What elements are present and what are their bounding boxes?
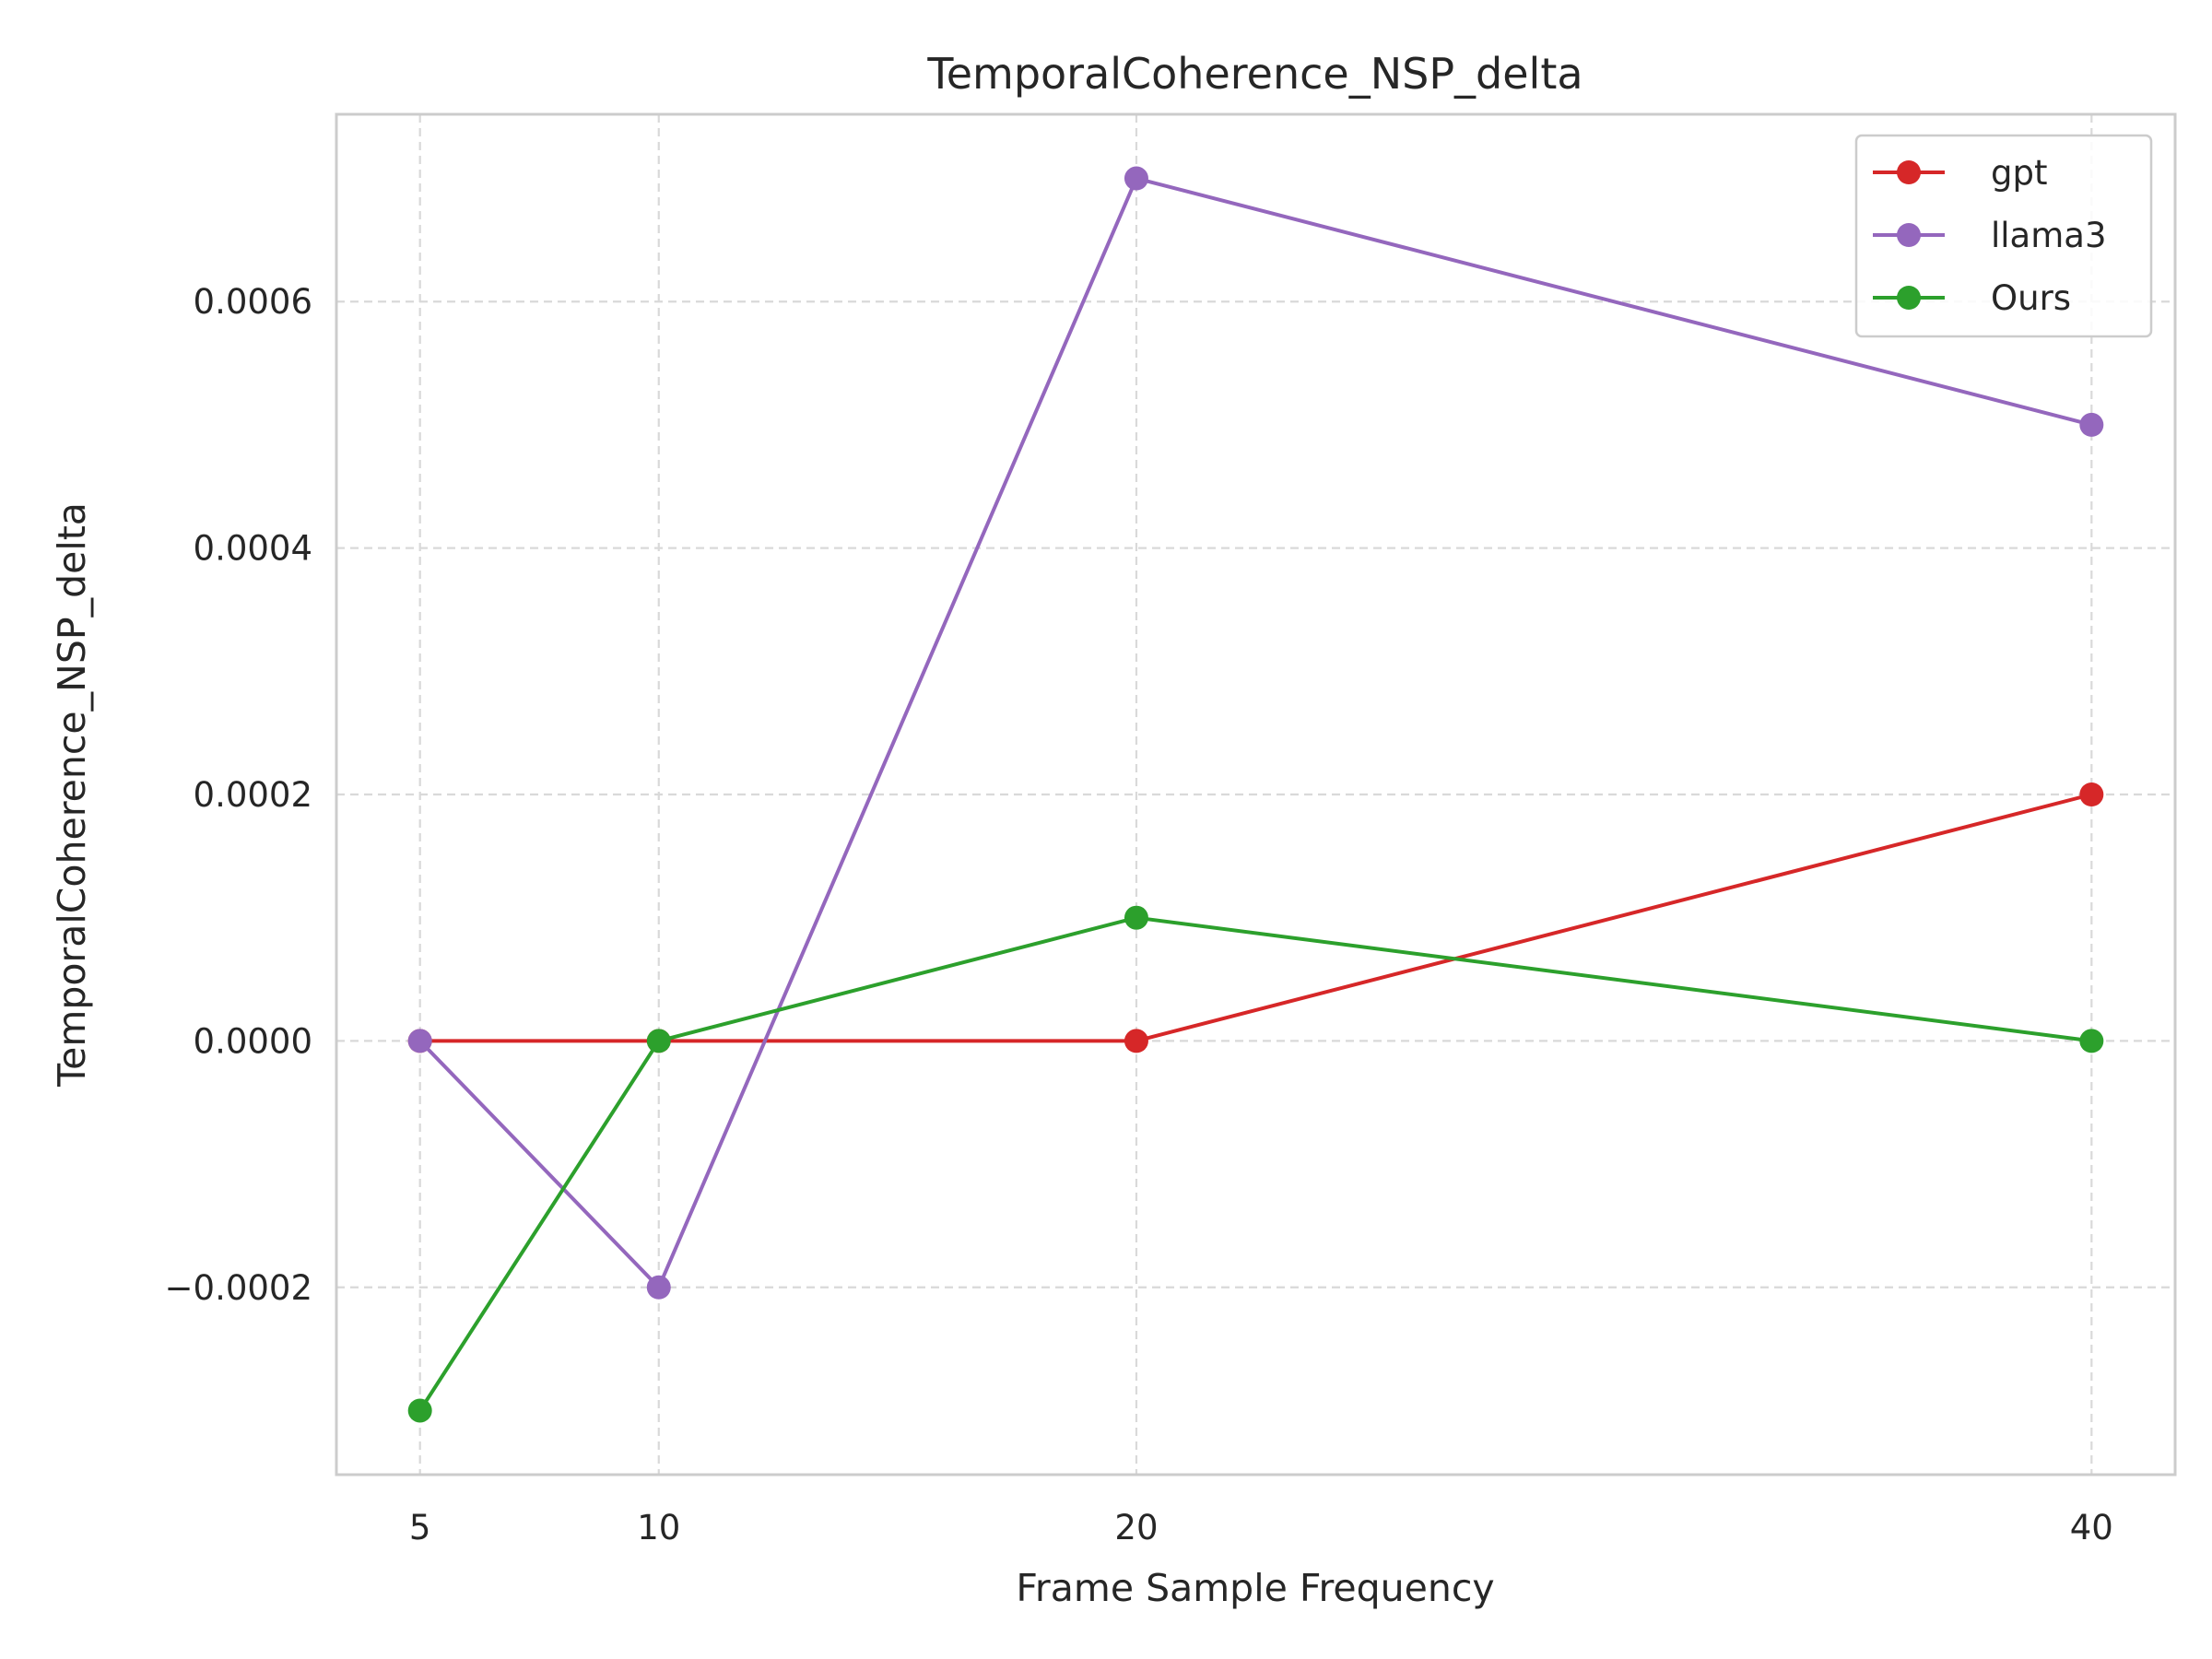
legend-marker-Ours [1897, 286, 1921, 310]
series-Ours [407, 905, 2104, 1423]
series-line-Ours [418, 915, 2094, 1413]
data-point-gpt [1124, 1029, 1148, 1053]
y-tick-label: 0.0000 [194, 1021, 312, 1061]
y-tick-label: 0.0004 [194, 529, 312, 569]
y-axis-label: TemporalCoherence_NSP_delta [50, 502, 94, 1088]
data-point-llama3 [1124, 166, 1148, 191]
tick-labels: 5 10 20 40 −0.0002 0.0000 0.0002 0.0004 0.0006 [165, 282, 2113, 1547]
data-point-llama3 [646, 1275, 671, 1300]
x-tick-label: 10 [637, 1508, 680, 1547]
legend: gpt llama3 Ours [1854, 134, 2153, 338]
data-point-Ours [407, 1398, 432, 1423]
y-tick-label: 0.0002 [194, 775, 312, 815]
grid-lines [336, 114, 2175, 1475]
legend-box [1854, 134, 2153, 338]
data-point-gpt [2079, 782, 2104, 806]
x-tick-label: 20 [1114, 1508, 1158, 1547]
legend-marker-gpt [1897, 160, 1921, 184]
legend-label-llama3: llama3 [1991, 216, 2107, 255]
y-tick-label: 0.0006 [194, 282, 312, 322]
data-point-Ours [1124, 905, 1148, 930]
plot-frame [335, 112, 2177, 1477]
legend-marker-llama3 [1897, 223, 1921, 247]
y-tick-label: −0.0002 [165, 1268, 312, 1308]
series-line-gpt [418, 793, 2094, 1043]
data-point-llama3 [2079, 412, 2104, 437]
series-llama3 [407, 166, 2104, 1300]
legend-label-gpt: gpt [1991, 153, 2047, 193]
data-point-Ours [646, 1029, 671, 1053]
chart-title: TemporalCoherence_NSP_delta [926, 49, 1583, 99]
series-layer [407, 166, 2104, 1423]
series-line-llama3 [418, 176, 2094, 1289]
x-tick-label: 5 [409, 1508, 431, 1547]
legend-label-Ours: Ours [1991, 278, 2071, 318]
x-axis-label: Frame Sample Frequency [1016, 1566, 1494, 1610]
data-point-llama3 [407, 1029, 432, 1053]
x-tick-label: 40 [2070, 1508, 2113, 1547]
data-point-Ours [2079, 1029, 2104, 1053]
